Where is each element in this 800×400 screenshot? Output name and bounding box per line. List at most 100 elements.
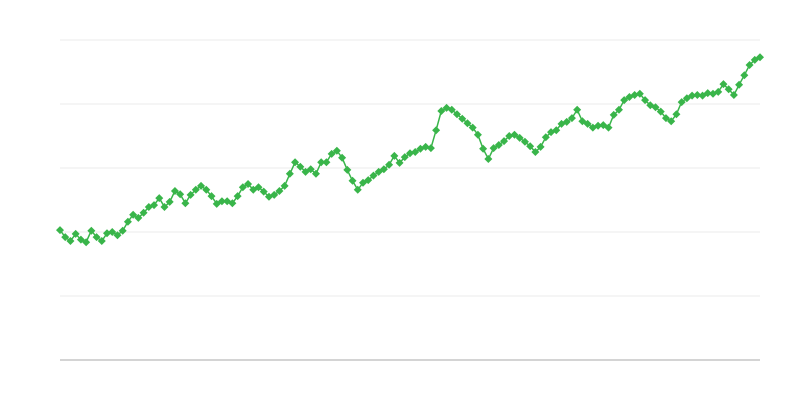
data-point xyxy=(343,165,352,174)
data-point xyxy=(311,169,320,178)
data-point xyxy=(61,233,70,242)
data-point xyxy=(71,229,80,238)
data-point xyxy=(379,165,388,174)
data-point xyxy=(280,181,289,190)
data-point xyxy=(437,107,446,116)
data-point xyxy=(66,236,75,245)
data-point xyxy=(134,213,143,222)
data-point xyxy=(400,153,409,162)
data-point xyxy=(327,149,336,158)
data-point xyxy=(270,190,279,199)
data-point xyxy=(641,96,650,105)
data-point xyxy=(170,187,179,196)
data-point xyxy=(369,171,378,180)
data-point xyxy=(385,160,394,169)
data-point xyxy=(609,110,618,119)
data-point xyxy=(604,123,613,132)
data-point xyxy=(155,194,164,203)
data-point xyxy=(756,53,764,62)
data-point xyxy=(191,185,200,194)
data-point xyxy=(651,103,660,112)
data-point xyxy=(693,91,702,100)
data-point xyxy=(656,107,665,116)
data-point xyxy=(97,236,106,245)
data-point xyxy=(228,199,237,208)
data-point xyxy=(332,146,341,155)
data-point xyxy=(197,181,206,190)
data-point xyxy=(113,231,122,240)
data-point xyxy=(254,183,263,192)
data-point xyxy=(500,137,509,146)
data-point xyxy=(473,130,482,139)
data-point xyxy=(82,238,91,247)
data-point xyxy=(411,148,420,156)
data-point xyxy=(735,80,744,89)
data-point xyxy=(244,180,253,188)
data-point xyxy=(583,119,592,128)
data-point xyxy=(484,155,493,164)
data-point xyxy=(108,228,117,236)
data-point xyxy=(567,114,576,123)
data-point xyxy=(150,201,159,210)
data-point xyxy=(479,144,488,153)
data-point xyxy=(160,203,169,212)
data-point xyxy=(526,142,535,151)
data-point xyxy=(447,105,456,114)
data-point xyxy=(620,96,629,105)
data-point xyxy=(672,110,681,119)
data-point xyxy=(520,137,529,146)
data-point xyxy=(740,71,749,80)
data-point xyxy=(238,183,247,192)
data-point xyxy=(719,80,728,89)
data-point xyxy=(348,176,357,185)
data-point xyxy=(703,89,712,98)
data-point xyxy=(259,187,268,196)
data-point xyxy=(562,117,571,126)
data-point xyxy=(181,199,190,208)
data-point xyxy=(531,148,540,156)
data-point xyxy=(468,123,477,132)
data-point xyxy=(489,144,498,153)
data-point xyxy=(139,208,148,217)
data-point xyxy=(306,165,315,174)
data-point xyxy=(724,85,733,94)
data-point xyxy=(667,117,676,126)
data-point xyxy=(390,151,399,160)
data-point xyxy=(515,133,524,142)
data-point xyxy=(594,121,603,130)
data-point xyxy=(536,142,545,151)
data-point xyxy=(176,190,185,199)
data-point xyxy=(677,98,686,107)
data-point xyxy=(714,87,723,96)
data-point xyxy=(661,114,670,123)
data-point xyxy=(296,162,305,171)
data-point xyxy=(92,233,101,242)
data-point xyxy=(573,105,582,114)
data-point xyxy=(129,210,138,219)
data-point xyxy=(432,126,441,135)
data-point xyxy=(614,105,623,114)
data-point xyxy=(688,91,697,100)
data-point xyxy=(165,197,174,206)
data-point xyxy=(453,110,462,119)
data-point xyxy=(541,133,550,142)
data-point xyxy=(338,153,347,162)
data-point xyxy=(291,158,300,167)
data-point xyxy=(275,187,284,196)
data-point xyxy=(207,192,216,201)
data-point xyxy=(745,60,754,69)
data-point xyxy=(56,226,64,235)
gridlines xyxy=(60,39,760,297)
data-point xyxy=(202,185,211,194)
data-point xyxy=(510,130,519,139)
data-point xyxy=(353,185,362,194)
data-point xyxy=(463,119,472,128)
data-point xyxy=(317,158,326,167)
data-point xyxy=(217,197,226,206)
data-point xyxy=(285,169,294,178)
data-point xyxy=(426,144,435,153)
data-point xyxy=(395,158,404,167)
data-point xyxy=(635,89,644,98)
data-point xyxy=(729,91,738,100)
